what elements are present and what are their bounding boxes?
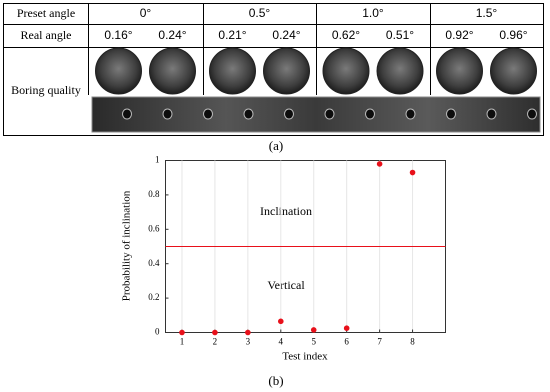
column-header: 1.5° bbox=[476, 6, 498, 20]
column-header: 1.0° bbox=[362, 6, 384, 20]
x-tick-label: 4 bbox=[279, 337, 284, 347]
bore-strip bbox=[91, 96, 541, 133]
table-border bbox=[3, 3, 544, 136]
strip-hole bbox=[405, 108, 416, 120]
real-angle: 0.24° bbox=[272, 28, 300, 42]
point bbox=[212, 329, 218, 336]
strip-hole bbox=[243, 108, 254, 120]
x-axis-label: Test index bbox=[282, 351, 328, 363]
real-angle: 0.16° bbox=[104, 28, 132, 42]
strip-hole bbox=[203, 108, 213, 120]
y-tick-label: 0.2 bbox=[148, 292, 159, 302]
strip-hole bbox=[324, 108, 335, 120]
real-angle: 0.62° bbox=[332, 28, 360, 42]
x-tick-label: 8 bbox=[410, 337, 415, 347]
column-header: 0° bbox=[140, 6, 152, 20]
column-header: 0.5° bbox=[249, 6, 271, 20]
strip-hole bbox=[527, 108, 537, 120]
bore-image bbox=[376, 47, 424, 95]
x-tick-label: 5 bbox=[311, 337, 316, 347]
point bbox=[277, 318, 284, 325]
bore-image bbox=[209, 47, 256, 95]
bore-image bbox=[490, 47, 537, 95]
strip-hole bbox=[122, 108, 132, 120]
real-angle: 0.24° bbox=[158, 28, 186, 42]
y-tick-label: 0 bbox=[155, 327, 160, 337]
strip-hole bbox=[446, 108, 456, 120]
bore-image bbox=[149, 47, 196, 95]
bore-image bbox=[436, 47, 483, 95]
annotation: Vertical bbox=[267, 278, 305, 292]
point bbox=[310, 327, 317, 333]
y-tick-label: 0.4 bbox=[148, 258, 160, 268]
y-tick-label: 1 bbox=[155, 155, 160, 165]
x-tick-label: 7 bbox=[377, 337, 382, 347]
x-tick-label: 1 bbox=[180, 337, 185, 347]
strip-hole bbox=[365, 108, 375, 120]
point bbox=[245, 329, 251, 336]
real-angle: 0.51° bbox=[386, 28, 414, 42]
point bbox=[376, 161, 383, 167]
real-angle: 0.96° bbox=[499, 28, 527, 42]
point bbox=[179, 329, 185, 336]
point bbox=[343, 325, 350, 332]
row-header: Real angle bbox=[21, 28, 72, 42]
real-angle: 0.92° bbox=[445, 28, 473, 42]
real-angle: 0.21° bbox=[218, 28, 246, 42]
bore-image bbox=[263, 47, 310, 95]
x-tick-label: 2 bbox=[213, 337, 218, 347]
row-header: Boring quality bbox=[11, 83, 81, 97]
x-tick-label: 3 bbox=[246, 337, 251, 347]
y-axis-label: Probability of inclination bbox=[121, 190, 133, 301]
y-tick-label: 0.8 bbox=[148, 189, 160, 199]
strip-hole bbox=[284, 108, 294, 120]
y-tick-label: 0.6 bbox=[148, 223, 160, 233]
caption: (a) bbox=[269, 138, 283, 153]
strip-hole bbox=[486, 108, 497, 120]
strip-hole bbox=[162, 108, 173, 120]
bore-image bbox=[322, 47, 370, 95]
row-header: Preset angle bbox=[17, 6, 75, 20]
point bbox=[409, 169, 416, 176]
annotation: Inclination bbox=[260, 204, 312, 218]
caption: (b) bbox=[268, 373, 283, 388]
bore-image bbox=[95, 47, 142, 95]
x-tick-label: 6 bbox=[344, 337, 349, 347]
